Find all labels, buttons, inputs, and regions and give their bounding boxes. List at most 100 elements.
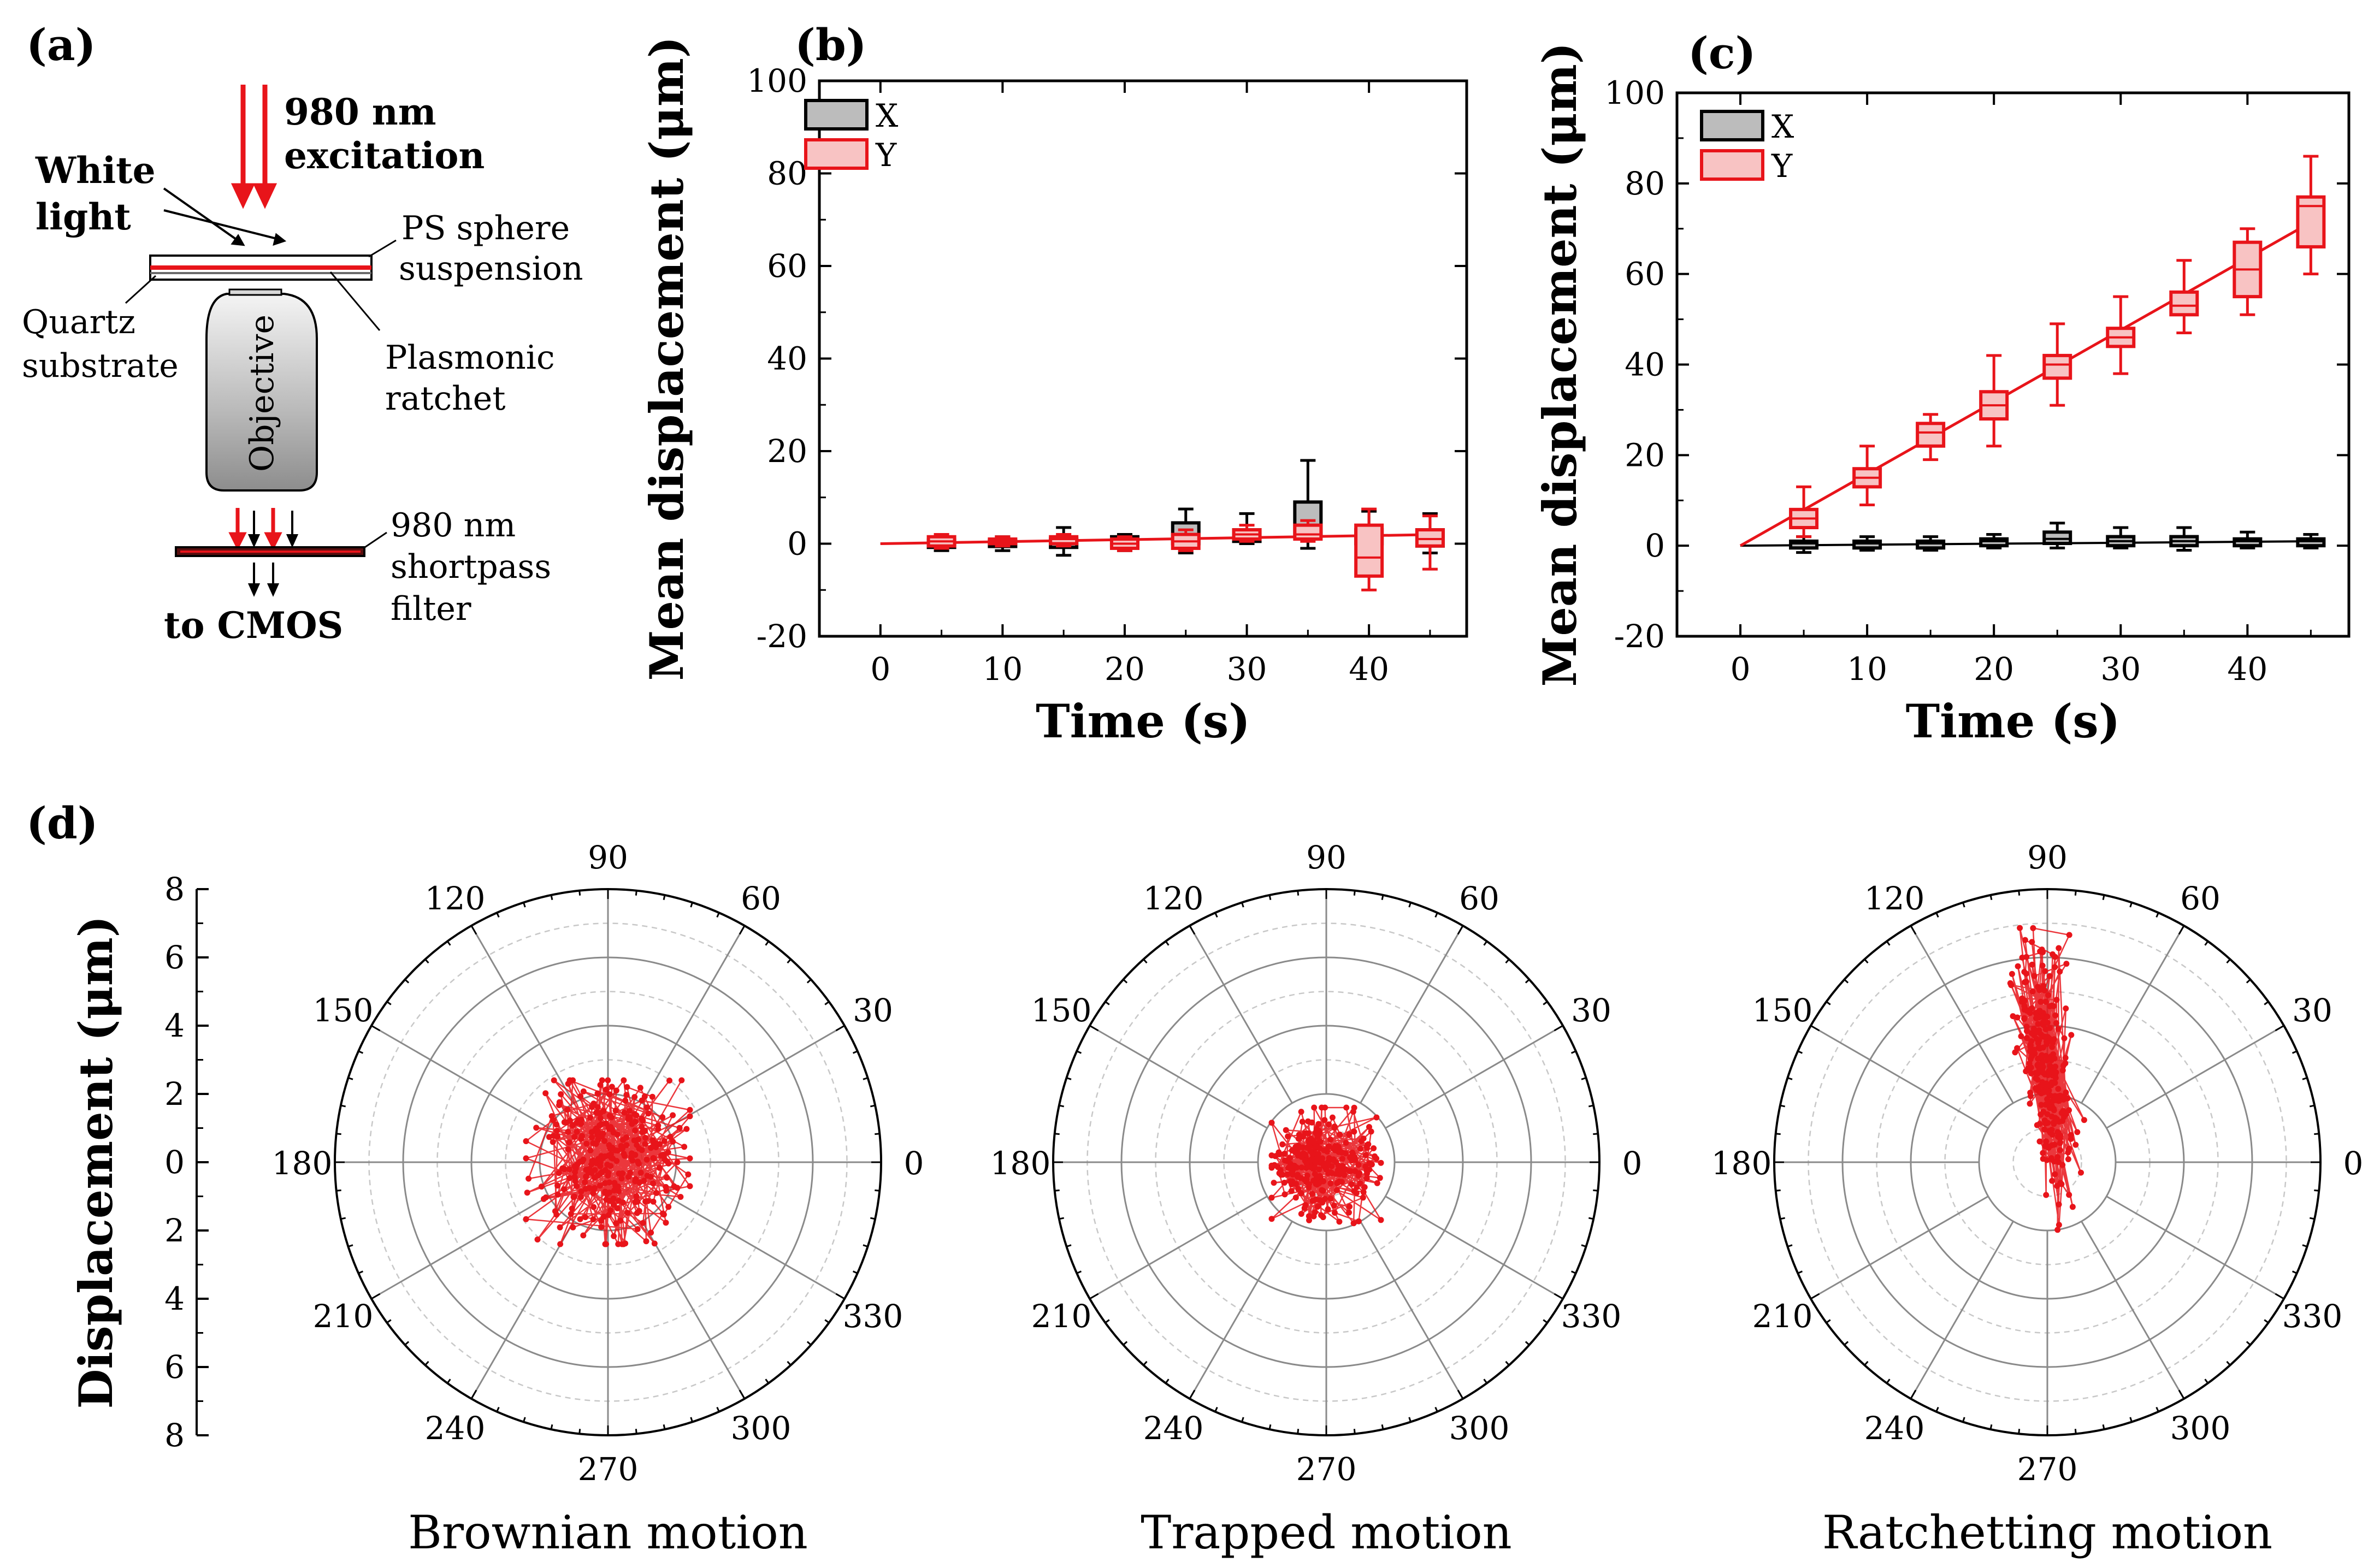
trajectory-point xyxy=(613,1087,619,1094)
angle-tick xyxy=(2129,902,2133,908)
trajectory-point xyxy=(565,1146,571,1152)
y-tick-label: -20 xyxy=(1614,618,1665,655)
sample-stack xyxy=(149,255,373,281)
trajectory-point xyxy=(1347,1203,1353,1210)
angle-tick xyxy=(1962,902,1965,908)
angle-tick xyxy=(1241,902,1244,908)
angle-label: 270 xyxy=(1296,1451,1357,1488)
angle-tick xyxy=(1989,1424,1993,1430)
angle-tick xyxy=(1910,925,1917,935)
trajectory-point xyxy=(1362,1163,1369,1170)
trajectory-point xyxy=(615,1241,622,1247)
angle-label: 180 xyxy=(990,1145,1051,1182)
trajectory-point xyxy=(664,1174,670,1181)
angle-tick xyxy=(2226,958,2231,964)
trajectory-point xyxy=(635,1136,641,1143)
trajectory-point xyxy=(580,1088,587,1094)
box-body xyxy=(1916,539,1946,550)
angle-tick xyxy=(1886,1378,1891,1384)
trajectory-point xyxy=(667,1134,674,1140)
trajectory-point xyxy=(2028,1070,2034,1076)
angle-tick xyxy=(1457,925,1464,935)
trajectory-point xyxy=(607,1207,614,1214)
trajectory-point xyxy=(2044,1157,2050,1163)
trajectory-point xyxy=(2078,1169,2084,1176)
trajectory-point xyxy=(2015,963,2021,969)
trajectory-point xyxy=(2040,983,2047,989)
angle-tick xyxy=(1864,958,1869,964)
trajectory-point xyxy=(1288,1188,1295,1194)
angle-tick xyxy=(424,958,429,964)
trajectory-point xyxy=(550,1139,556,1145)
trajectory-point xyxy=(568,1211,574,1217)
angle-tick xyxy=(1066,1077,1072,1080)
trajectory-point xyxy=(2018,1033,2024,1039)
angle-label: 300 xyxy=(1449,1410,1510,1447)
trajectory-point xyxy=(2031,1046,2038,1053)
trajectory-point xyxy=(622,1097,629,1104)
trajectory-point xyxy=(629,1157,636,1164)
trajectory-point xyxy=(656,1164,663,1171)
trajectory-point xyxy=(589,1158,595,1164)
trajectory-point xyxy=(1295,1186,1302,1192)
y-tick-label: 80 xyxy=(767,155,807,192)
trajectory-point xyxy=(642,1135,649,1141)
series-y xyxy=(1739,155,2326,547)
radial-axis-title: Displacement (μm) xyxy=(69,916,123,1409)
angle-label: 300 xyxy=(2170,1410,2231,1447)
trajectory-point xyxy=(1328,1170,1335,1176)
trajectory-point xyxy=(623,1092,630,1098)
trajectory-point xyxy=(639,1123,645,1130)
trajectory-point xyxy=(1298,1211,1304,1217)
angle-tick xyxy=(523,902,526,908)
trajectory-point xyxy=(586,1185,593,1191)
trajectory-point xyxy=(1358,1138,1365,1144)
trajectory-point xyxy=(554,1127,560,1134)
y-tick-label: 0 xyxy=(787,525,807,563)
trajectory-point xyxy=(1306,1184,1312,1191)
trajectory-point xyxy=(565,1128,571,1135)
x-tick-label: 0 xyxy=(1731,650,1751,688)
ps-leader-line xyxy=(368,239,397,258)
angle-label: 150 xyxy=(1752,992,1813,1029)
trajectory-point xyxy=(582,1214,589,1221)
trajectory-point xyxy=(590,1186,597,1192)
trajectory-point xyxy=(627,1114,633,1120)
quartz-label-line2: substrate xyxy=(22,347,179,385)
trajectory-point xyxy=(1301,1205,1308,1211)
x-tick-label: 40 xyxy=(1349,650,1389,688)
trajectory-point xyxy=(589,1104,595,1110)
trajectory-point xyxy=(1285,1133,1291,1140)
box-y xyxy=(2169,259,2199,334)
polar-caption: Ratchetting motion xyxy=(1822,1506,2272,1559)
trajectory-point xyxy=(2061,1094,2068,1100)
trajectory-point xyxy=(648,1145,654,1151)
mean-line-x xyxy=(1740,540,2324,547)
trajectory-point xyxy=(601,1138,608,1144)
x-tick-label: 40 xyxy=(2227,650,2267,688)
trajectory-point xyxy=(1292,1194,1299,1201)
angle-tick xyxy=(1570,1270,1576,1274)
angle-tick xyxy=(1525,1341,1530,1346)
angle-tick xyxy=(386,1001,392,1005)
radial-tick-label: 4 xyxy=(164,1007,185,1044)
box-y xyxy=(2233,227,2263,316)
angle-label: 90 xyxy=(2027,839,2068,876)
angle-label: 180 xyxy=(272,1145,333,1182)
angle-tick xyxy=(424,1360,429,1366)
angle-label: 210 xyxy=(1752,1298,1813,1335)
excitation-label-line1: 980 nm xyxy=(284,91,436,133)
trajectory-point xyxy=(665,1204,672,1210)
trajectory-point xyxy=(2056,945,2062,951)
angle-tick xyxy=(2275,1025,2284,1032)
angle-tick xyxy=(1797,1050,1803,1054)
trajectory-point xyxy=(1343,1104,1350,1111)
trajectory-point xyxy=(1315,1151,1321,1157)
angle-label: 150 xyxy=(1031,992,1092,1029)
trajectory-point xyxy=(1331,1203,1337,1209)
angle-tick xyxy=(1588,1104,1594,1108)
trajectory-point xyxy=(2066,1107,2072,1114)
angle-tick xyxy=(404,1341,410,1346)
trajectory-point xyxy=(1321,1163,1328,1170)
angle-tick xyxy=(870,1104,876,1108)
